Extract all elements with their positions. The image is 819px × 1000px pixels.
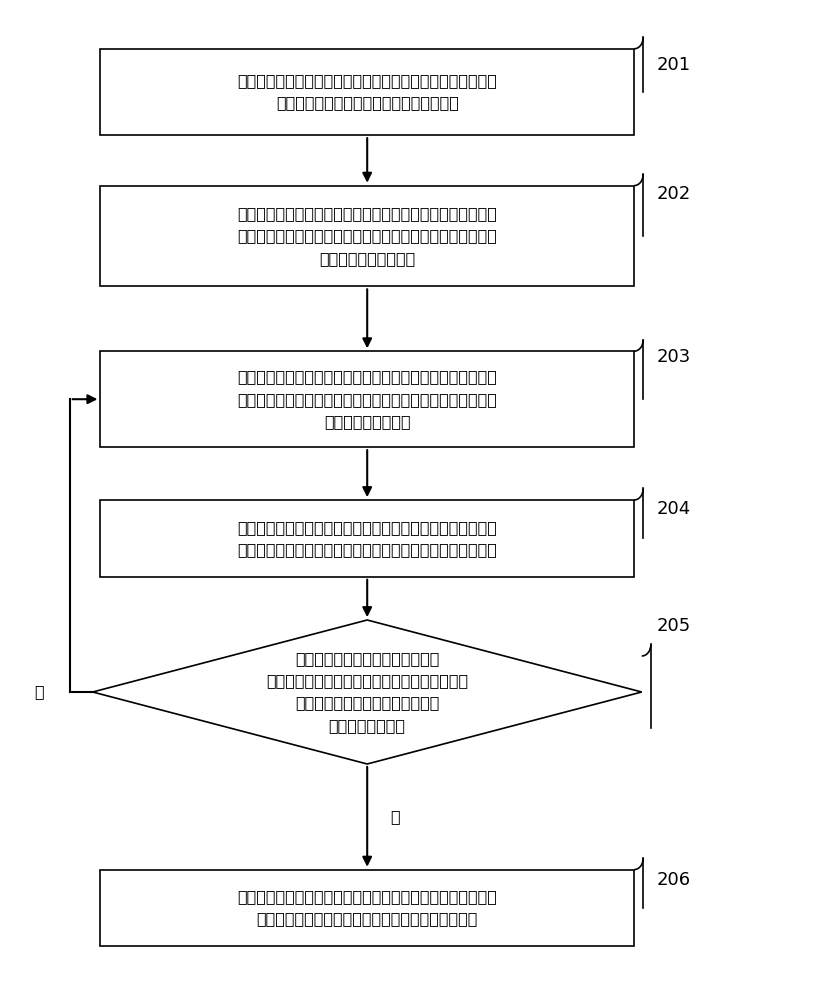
Text: 计算更新后的物理场分布与当前的物理场分布在每一对应位置
处的残差，并将当前的求解次数加一，得到更新后的求解次数: 计算更新后的物理场分布与当前的物理场分布在每一对应位置 处的残差，并将当前的求解… (237, 520, 496, 557)
Text: 将在预设的管道内传输的推进剂进行网格划分，并获取在所述
管道中传输的推进剂的初始条件和边界条件: 将在预设的管道内传输的推进剂进行网格划分，并获取在所述 管道中传输的推进剂的初始… (237, 73, 496, 111)
Text: 根据所述初始条件和所述边界条件确定所述推进剂的初始物理
场分布，将所述初始物理场分布作为当前的物理场分布，并设
置当前的求解次数为零: 根据所述初始条件和所述边界条件确定所述推进剂的初始物理 场分布，将所述初始物理场… (237, 206, 496, 266)
Bar (100, 500, 633, 577)
Bar (100, 49, 633, 135)
Text: 是: 是 (390, 809, 399, 824)
Text: 201: 201 (656, 56, 690, 74)
Text: 判断更新后的物理场分布与当前的
物理场分布在每一对应位置处的残差是否均小于
预设阈值，或者更新后的求解次数
是否大于预设次数: 判断更新后的物理场分布与当前的 物理场分布在每一对应位置处的残差是否均小于 预设… (266, 651, 468, 733)
Text: 202: 202 (656, 185, 690, 203)
Text: 204: 204 (656, 500, 690, 518)
Text: 205: 205 (656, 617, 690, 635)
Text: 206: 206 (656, 871, 690, 889)
Polygon shape (93, 620, 641, 764)
Text: 否: 否 (34, 684, 44, 700)
Text: 203: 203 (656, 348, 690, 366)
Text: 根据更新后的物理场分布中对应于所述推进剂每一网格内的物
理量，输出采用不同的颜色表征物理量大小的结果图: 根据更新后的物理场分布中对应于所述推进剂每一网格内的物 理量，输出采用不同的颜色… (237, 889, 496, 927)
Text: 根据当前的物理场分布，求解与所述推进剂相关的裂解方程、
质量方程、动量方程、能量方程、湍流方程和压力方程，得到
更新后的物理场分布: 根据当前的物理场分布，求解与所述推进剂相关的裂解方程、 质量方程、动量方程、能量… (237, 369, 496, 429)
Bar (100, 870, 633, 946)
Bar (100, 351, 633, 447)
Bar (100, 186, 633, 286)
